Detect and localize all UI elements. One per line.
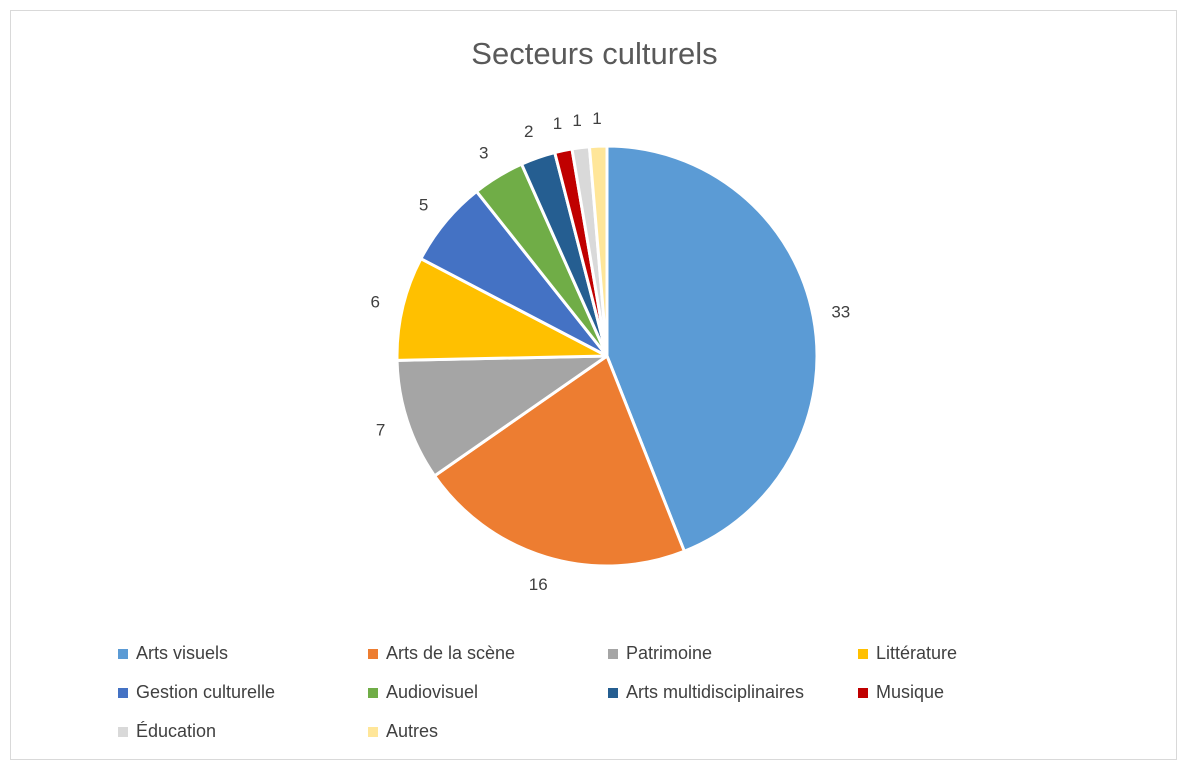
legend-swatch [118, 688, 128, 698]
legend-label: Musique [876, 682, 945, 702]
data-label-gestion-culturelle: 5 [419, 195, 428, 214]
legend-item-education: Éducation [118, 718, 216, 744]
data-label-arts-multidisciplinaires: 2 [524, 122, 533, 141]
legend-swatch [858, 688, 868, 698]
legend-item-autres: Autres [368, 718, 438, 744]
legend-swatch [608, 688, 618, 698]
data-label-autres: 1 [592, 109, 601, 128]
pie-slice-litterature [395, 257, 609, 362]
pie-slice-arts-de-la-scene [433, 354, 686, 568]
legend-swatch [118, 727, 128, 737]
legend-swatch [368, 727, 378, 737]
legend-label: Arts de la scène [386, 643, 516, 663]
data-label-arts-de-la-scene: 16 [529, 575, 548, 594]
legend-item-arts-de-la-scene: Arts de la scène [368, 640, 515, 666]
legend-item-musique: Musique [858, 679, 944, 705]
chart-title: Secteurs culturels [471, 36, 718, 71]
legend-item-audiovisuel: Audiovisuel [368, 679, 478, 705]
legend-label: Littérature [876, 643, 958, 663]
legend-swatch [858, 649, 868, 659]
legend-label: Audiovisuel [386, 682, 479, 702]
legend-item-arts-multidisciplinaires: Arts multidisciplinaires [608, 679, 804, 705]
legend-item-litterature: Littérature [858, 640, 957, 666]
pie-slice-patrimoine [395, 354, 609, 478]
data-label-litterature: 6 [371, 293, 380, 312]
legend-label: Éducation [136, 721, 217, 741]
legend-swatch [608, 649, 618, 659]
data-label-arts-visuels: 33 [831, 302, 850, 321]
data-label-education: 1 [572, 111, 581, 130]
legend-label: Patrimoine [626, 643, 713, 663]
legend-swatch [368, 688, 378, 698]
legend-label: Autres [386, 721, 439, 741]
legend-label: Arts multidisciplinaires [626, 682, 805, 702]
pie-slice-autres [587, 144, 609, 358]
legend-item-patrimoine: Patrimoine [608, 640, 712, 666]
legend-label: Gestion culturelle [136, 682, 276, 702]
legend-item-arts-visuels: Arts visuels [118, 640, 228, 666]
data-label-audiovisuel: 3 [479, 143, 488, 162]
data-label-patrimoine: 7 [376, 421, 385, 440]
legend-item-gestion-culturelle: Gestion culturelle [118, 679, 275, 705]
legend-swatch [118, 649, 128, 659]
pie-slice-arts-visuels [605, 144, 819, 553]
legend-swatch [368, 649, 378, 659]
legend-label: Arts visuels [136, 643, 229, 663]
data-label-musique: 1 [553, 114, 562, 133]
